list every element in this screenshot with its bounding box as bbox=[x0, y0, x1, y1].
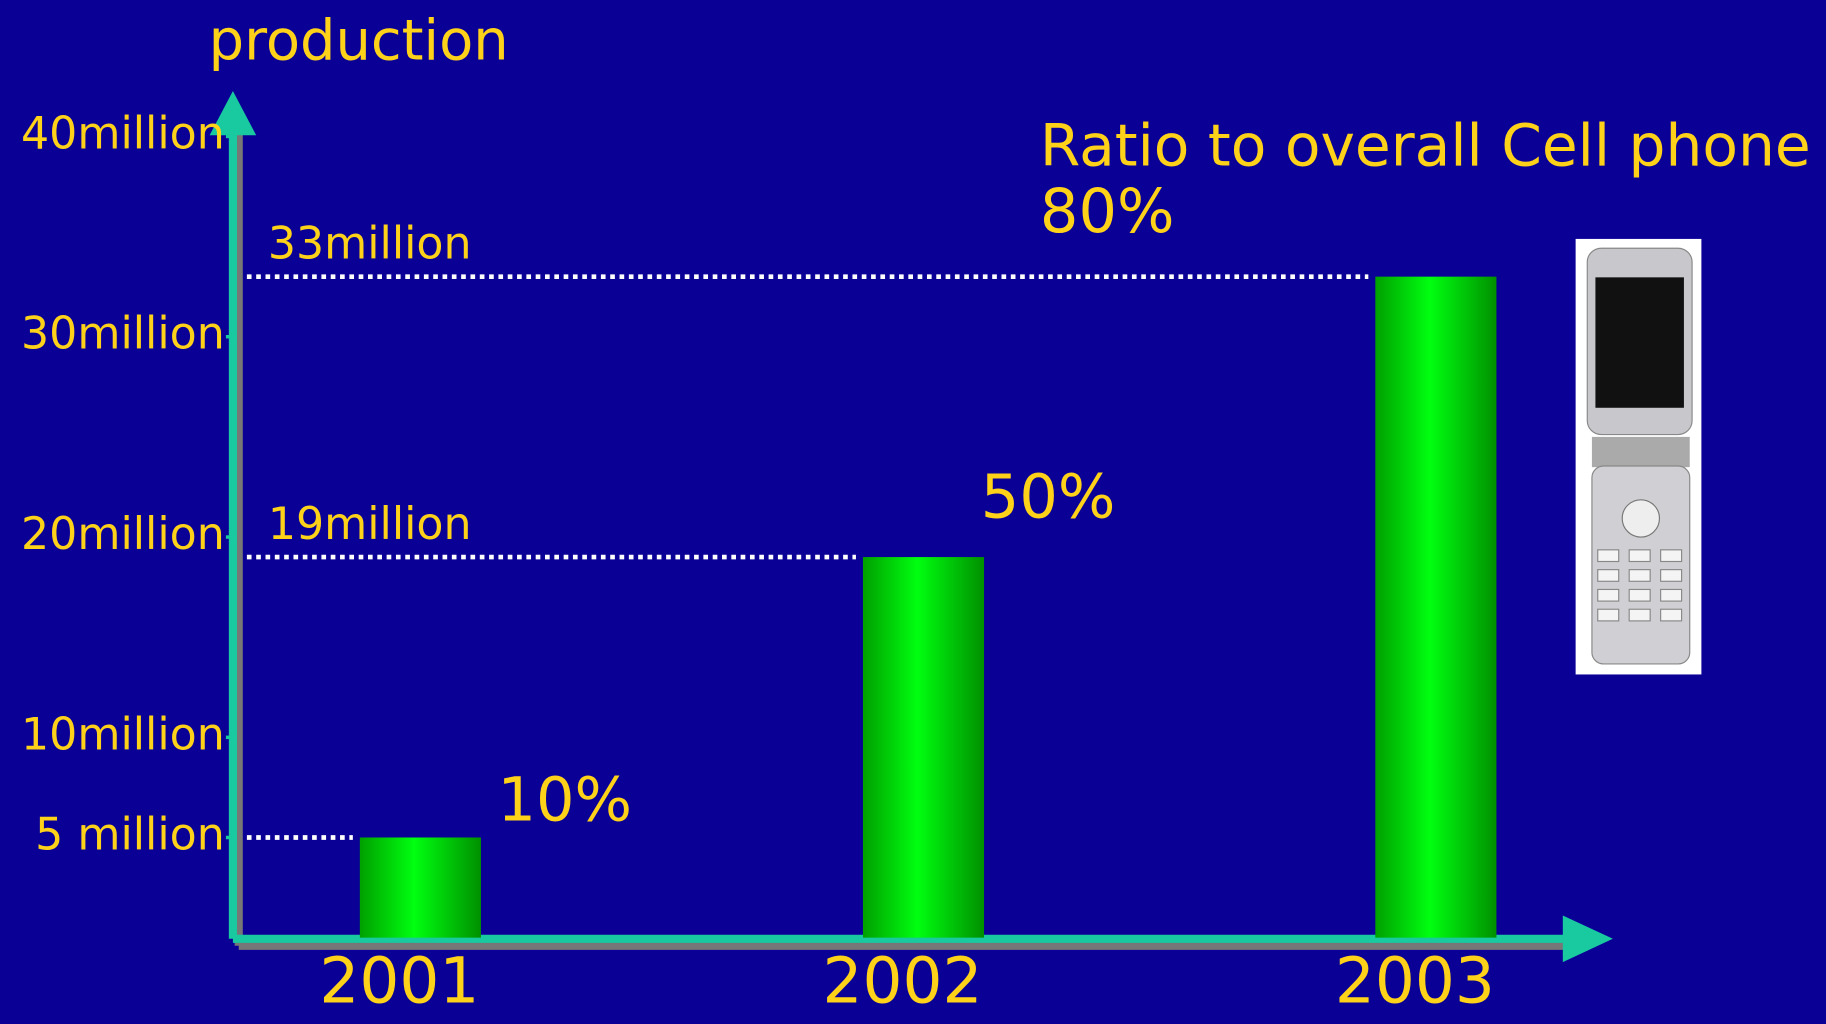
x-tick-label: 2001 bbox=[319, 944, 479, 1017]
ratio-label: 10% bbox=[498, 765, 633, 835]
x-tick-label: 2002 bbox=[823, 944, 983, 1017]
phone-image bbox=[1575, 238, 1702, 675]
bar bbox=[862, 557, 985, 938]
ratio-label: 50% bbox=[981, 463, 1116, 533]
ratio-label: 80% bbox=[1040, 177, 1175, 247]
bar bbox=[1375, 276, 1497, 938]
y-tick-label: 30million bbox=[21, 309, 225, 360]
annotation: Ratio to overall Cell phone bbox=[1040, 111, 1811, 179]
y-tick-label: 40million bbox=[21, 108, 225, 159]
value-label: 19million bbox=[268, 499, 472, 550]
axes bbox=[209, 91, 1613, 963]
x-tick-label: 2003 bbox=[1335, 944, 1495, 1017]
y-tick-label: 20million bbox=[21, 509, 225, 560]
y-axis-label: production bbox=[209, 9, 509, 74]
y-tick-label: 10million bbox=[21, 709, 225, 760]
value-label: 33million bbox=[268, 218, 472, 269]
bar bbox=[359, 837, 481, 938]
y-tick-label: 5 million bbox=[35, 809, 225, 860]
